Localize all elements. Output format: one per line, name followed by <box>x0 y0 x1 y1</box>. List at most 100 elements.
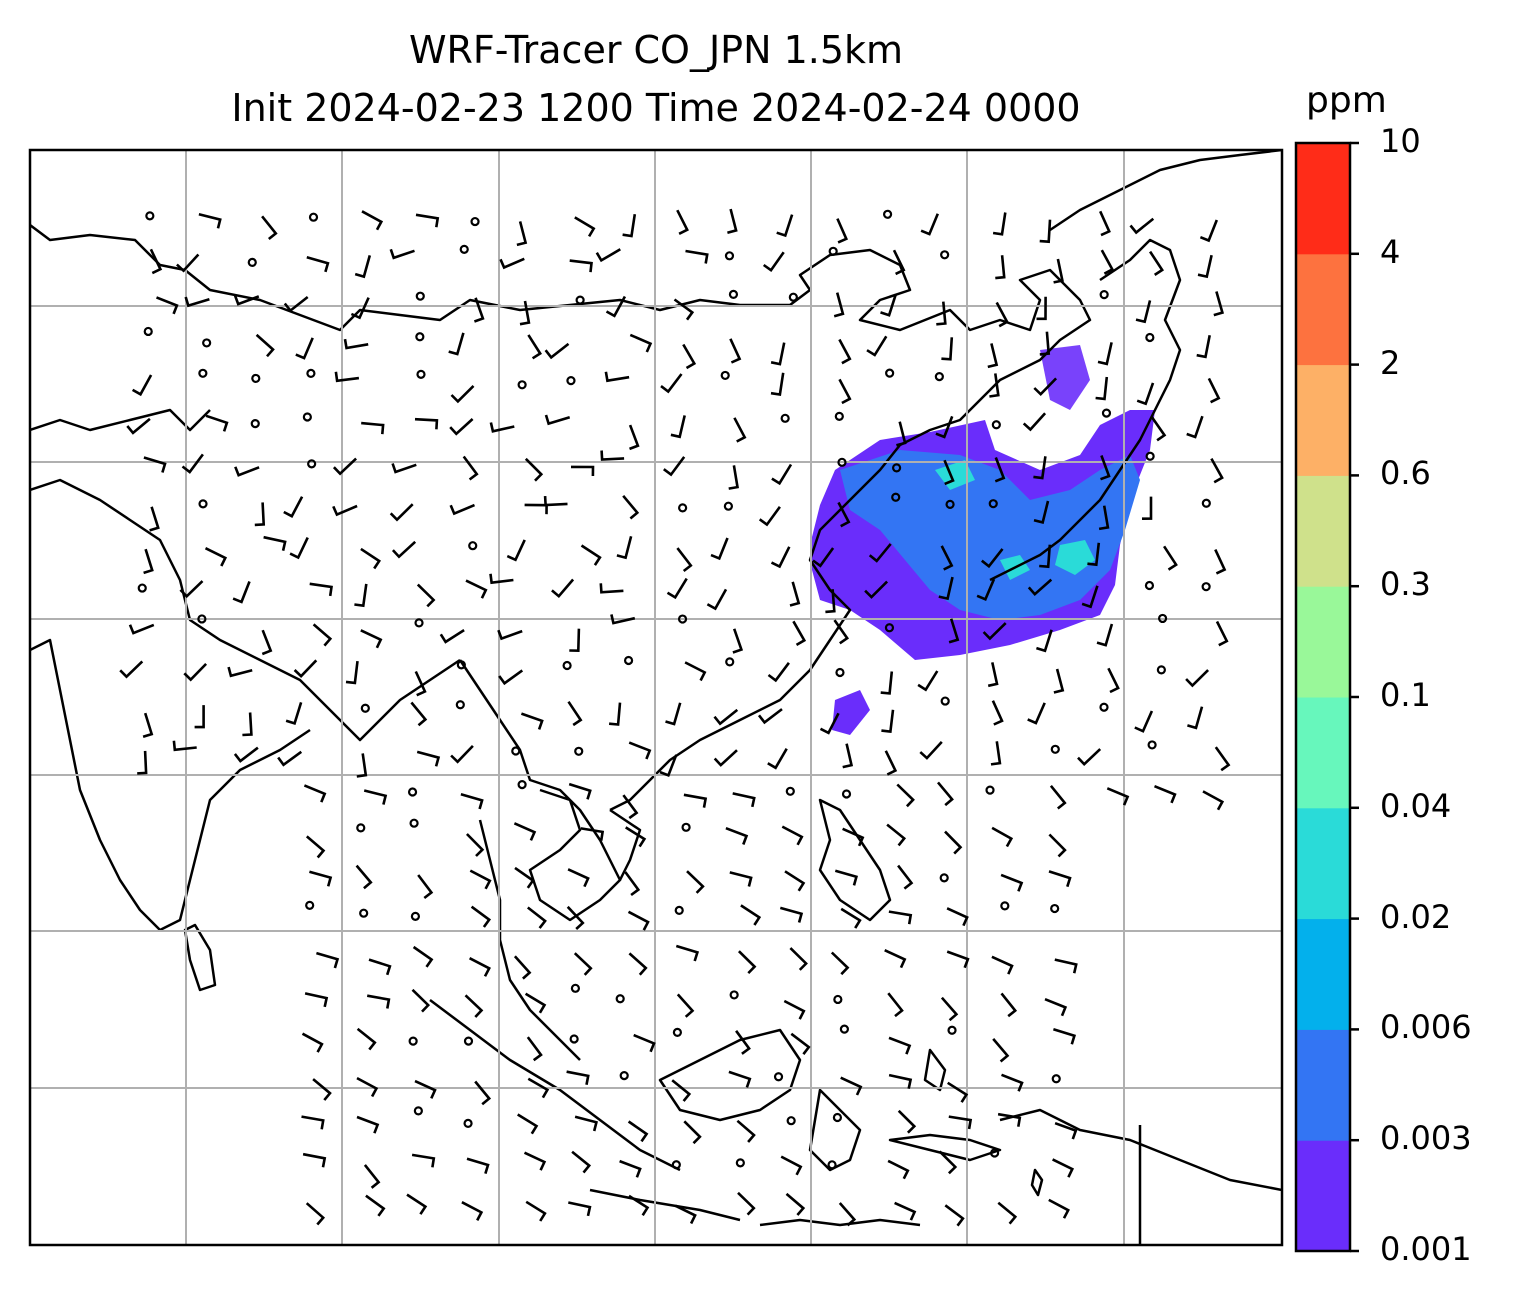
wind-barb <box>917 670 939 692</box>
calm-wind-circle <box>413 1106 423 1116</box>
wind-barb <box>990 741 1002 766</box>
calm-wind-circle <box>940 250 950 260</box>
wind-barb <box>301 1032 324 1053</box>
wind-barb <box>566 1070 590 1085</box>
wind-barb <box>149 506 160 532</box>
calm-wind-circle <box>1144 580 1155 591</box>
wind-barb <box>944 1204 965 1227</box>
colorbar-tick-label: 0.02 <box>1380 897 1452 936</box>
calm-wind-circle <box>463 1036 474 1046</box>
wind-barb <box>887 1159 910 1180</box>
calm-wind-circle <box>307 459 317 469</box>
wind-barb <box>819 712 840 735</box>
calm-wind-circle <box>891 492 901 502</box>
calm-wind-circle <box>566 376 576 386</box>
wind-barb <box>233 746 259 763</box>
wind-barb <box>1106 787 1130 806</box>
wind-barb <box>525 1200 547 1222</box>
wind-barb <box>263 535 287 551</box>
wind-barb <box>1100 249 1115 275</box>
wind-barb <box>733 417 747 443</box>
wind-barb <box>762 251 785 273</box>
colorbar-tick-label: 0.04 <box>1380 786 1452 825</box>
calm-wind-circle <box>408 1036 418 1046</box>
calm-wind-circle <box>678 503 688 513</box>
wind-barb <box>880 671 894 695</box>
wind-barb <box>569 259 593 273</box>
colorbar-tick-label: 2 <box>1380 343 1401 382</box>
wind-barb <box>1207 377 1221 404</box>
colorbar-tick-label: 0.3 <box>1380 565 1431 604</box>
wind-barb <box>361 421 385 435</box>
wind-barb <box>888 1036 912 1055</box>
calm-wind-circle <box>615 994 625 1004</box>
wind-barb <box>1039 331 1051 356</box>
wind-barb <box>469 869 492 890</box>
calm-wind-circle <box>356 823 366 833</box>
wind-barb <box>312 623 333 647</box>
wind-barb <box>356 1115 380 1134</box>
wind-barb <box>414 1079 437 1099</box>
wind-barb <box>840 1076 863 1096</box>
wind-barb <box>142 712 154 739</box>
wind-barb <box>834 869 858 886</box>
wind-barb <box>255 333 275 358</box>
wind-barb <box>506 539 526 562</box>
calm-wind-circle <box>882 209 893 219</box>
wind-barb <box>261 629 273 656</box>
wind-barb <box>194 705 205 729</box>
wind-barb <box>997 1112 1022 1127</box>
wind-barb <box>179 580 204 599</box>
wind-barb <box>574 216 596 238</box>
calm-wind-circle <box>773 1072 784 1082</box>
wind-barb <box>415 213 440 228</box>
wind-barb <box>450 744 474 764</box>
wind-barb <box>354 583 368 608</box>
wind-barb <box>1186 415 1204 439</box>
wind-barb <box>448 332 465 356</box>
wind-barb <box>595 248 621 263</box>
calm-wind-circle <box>947 1025 957 1035</box>
wind-barb <box>683 793 708 808</box>
wind-barb <box>991 826 1014 848</box>
wind-barb <box>600 450 625 461</box>
wind-barb <box>919 741 943 760</box>
calm-wind-circle <box>945 499 955 509</box>
wind-barb <box>740 904 762 926</box>
wind-barb <box>568 1201 592 1217</box>
calm-wind-circle <box>841 789 852 799</box>
wind-barb <box>567 700 583 727</box>
calm-wind-circle <box>828 246 838 256</box>
calm-wind-circle <box>463 1118 473 1128</box>
map-gridlines <box>30 150 1282 1245</box>
wind-barb <box>944 830 963 855</box>
calm-wind-circle <box>839 1024 849 1034</box>
wind-barb <box>675 944 700 962</box>
wind-barb <box>789 581 801 607</box>
wind-barb <box>1099 210 1111 237</box>
wind-barb <box>770 546 791 569</box>
wind-barb <box>316 951 340 969</box>
wind-barb <box>527 1077 550 1099</box>
wind-barb <box>205 414 229 432</box>
calm-wind-circle <box>884 623 895 633</box>
wind-barb <box>1033 456 1047 480</box>
wind-barb <box>729 871 753 887</box>
wind-barb <box>391 540 417 559</box>
wind-barb <box>628 424 640 451</box>
wind-barb <box>354 255 372 279</box>
wind-barb <box>838 1202 857 1227</box>
wind-barb <box>1097 342 1113 366</box>
wind-barb <box>737 1191 756 1216</box>
wind-barb <box>366 994 391 1009</box>
wind-barb <box>568 782 592 800</box>
wind-barb <box>785 1192 806 1216</box>
wind-barb <box>233 295 260 306</box>
wind-barb <box>940 996 959 1022</box>
wind-barb <box>517 1113 539 1135</box>
calm-wind-circle <box>455 700 465 710</box>
wind-barb <box>833 619 850 645</box>
wind-barb <box>470 905 492 928</box>
wind-barb <box>449 503 476 516</box>
wind-barb <box>1053 1028 1077 1045</box>
